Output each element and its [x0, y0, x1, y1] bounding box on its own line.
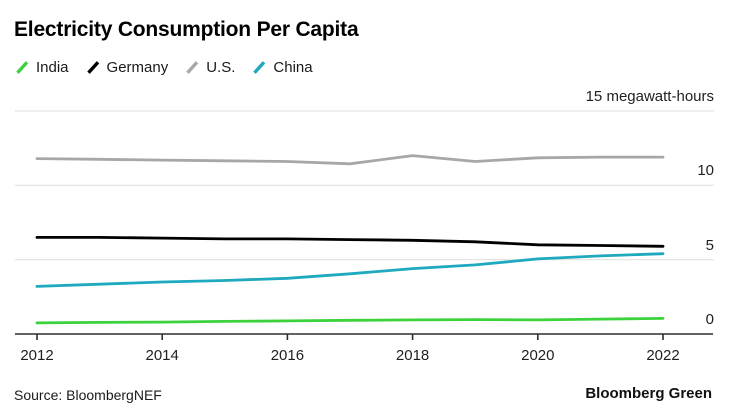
chart-title: Electricity Consumption Per Capita — [14, 18, 359, 41]
legend-slash-icon — [186, 61, 199, 74]
series-line-india — [35, 316, 665, 325]
x-axis-label-2018: 2018 — [395, 347, 430, 364]
series-line-germany — [35, 235, 665, 248]
legend-item-china: China — [252, 59, 313, 76]
chart-legend: India Germany U.S. China — [15, 59, 313, 76]
x-axis-label-2016: 2016 — [270, 347, 305, 364]
legend-item-us: U.S. — [185, 59, 235, 76]
x-axis-label-2022: 2022 — [646, 347, 680, 364]
y-axis-label-10: 10 — [697, 162, 714, 180]
x-axis-label-2012: 2012 — [20, 347, 54, 364]
legend-item-india: India — [15, 59, 69, 76]
legend-item-germany: Germany — [86, 59, 169, 76]
legend-slash-icon — [86, 61, 99, 74]
legend-slash-icon — [16, 61, 29, 74]
source-label: Source: BloombergNEF — [14, 387, 162, 403]
series-line-china — [35, 252, 665, 288]
legend-label: Germany — [106, 59, 169, 76]
x-axis-label-2020: 2020 — [521, 347, 555, 364]
y-axis-label-15: 15 megawatt-hours — [585, 88, 714, 105]
y-axis-label-5: 5 — [705, 236, 714, 254]
legend-slash-icon — [253, 61, 266, 74]
brand-label: Bloomberg Green — [585, 385, 712, 402]
series-line-us — [35, 154, 665, 166]
legend-label: India — [36, 59, 69, 76]
legend-label: U.S. — [206, 59, 236, 76]
legend-label: China — [273, 59, 313, 76]
x-axis-label-2014: 2014 — [145, 347, 179, 364]
y-axis-label-0: 0 — [705, 311, 714, 328]
